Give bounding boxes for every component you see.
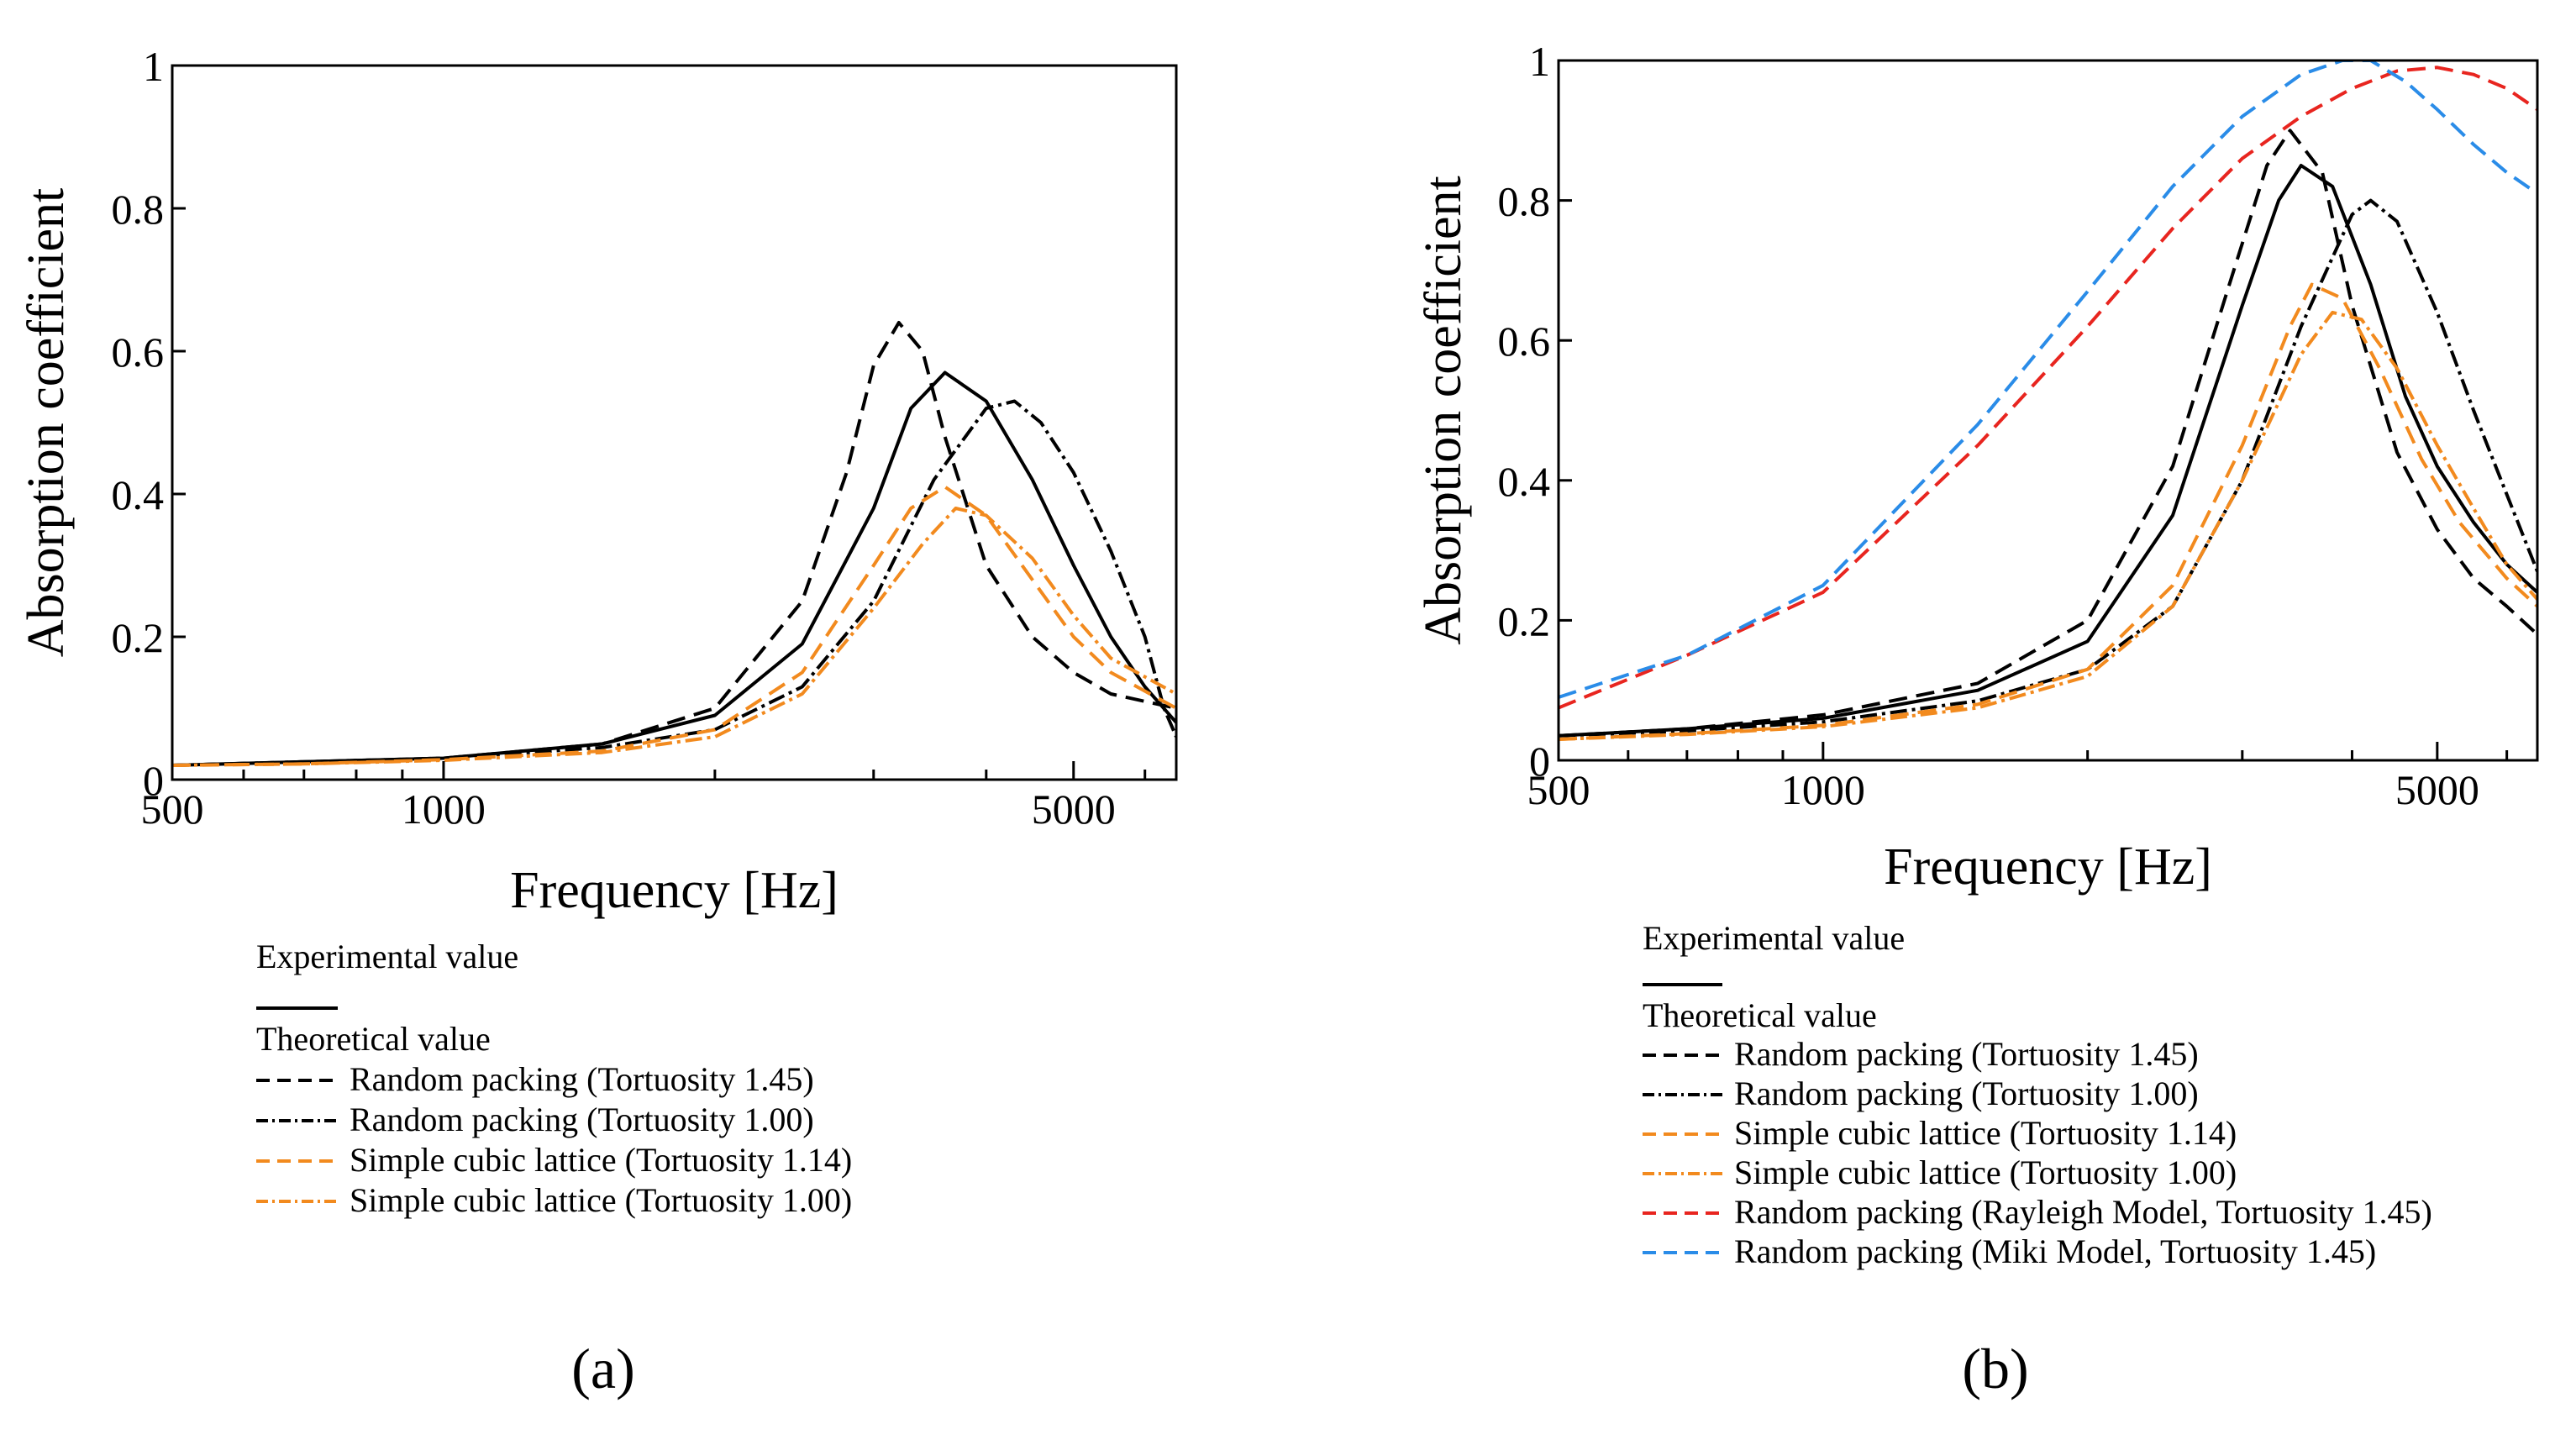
y-tick-label: 0 xyxy=(143,757,164,804)
plot-frame xyxy=(1557,59,2539,762)
y-tick-label: 0.4 xyxy=(1498,458,1551,505)
y-tick-label: 0.4 xyxy=(112,471,165,518)
series-line-2 xyxy=(172,399,1176,767)
x-tick-label: 500 xyxy=(1527,766,1590,813)
legend-entry-label: Random packing (Tortuosity 1.00) xyxy=(350,1101,814,1138)
series-line-6 xyxy=(1559,60,2537,699)
x-tick-label: 500 xyxy=(141,786,204,833)
series-line-4 xyxy=(172,507,1176,767)
x-tick-label: 1000 xyxy=(402,786,486,833)
y-tick-label: 0.6 xyxy=(1498,318,1551,365)
legend-entry-label: Simple cubic lattice (Tortuosity 1.00) xyxy=(1734,1153,2237,1191)
y-tick-label: 1 xyxy=(143,43,164,90)
legend-entry-label: Random packing (Rayleigh Model, Tortuosi… xyxy=(1734,1193,2432,1231)
legend-entry-label: Simple cubic lattice (Tortuosity 1.00) xyxy=(350,1181,852,1219)
y-axis-label: Absorption coefficient xyxy=(1415,176,1472,644)
x-tick-label: 5000 xyxy=(1032,786,1116,833)
y-tick-label: 0.8 xyxy=(112,186,165,233)
legend-group-title: Experimental value xyxy=(1643,919,1905,957)
panel-label: (a) xyxy=(571,1337,634,1400)
chart-panel-a: 500 1000 5000 0 0.2 0.4 0.6 0.8 1 Frequency [Hz] A… xyxy=(18,43,1178,1400)
plot-frame xyxy=(171,64,1178,781)
series-line-0 xyxy=(1559,164,2537,738)
series-line-3 xyxy=(1559,282,2537,741)
legend-group-title: Theoretical value xyxy=(1643,996,1877,1034)
legend-entry-label: Random packing (Tortuosity 1.45) xyxy=(1734,1035,2199,1073)
y-tick-label: 0.8 xyxy=(1498,178,1551,225)
series-line-1 xyxy=(1559,129,2537,738)
x-tick-label: 1000 xyxy=(1781,766,1865,813)
legend-group-title: Experimental value xyxy=(256,938,518,975)
x-axis-label: Frequency [Hz] xyxy=(1884,838,2212,896)
legend-entry-label: Random packing (Tortuosity 1.45) xyxy=(350,1060,814,1098)
series-line-3 xyxy=(172,485,1176,767)
y-tick-label: 0.2 xyxy=(112,614,165,661)
legend-entry-label: Simple cubic lattice (Tortuosity 1.14) xyxy=(1734,1114,2237,1152)
series-line-2 xyxy=(1559,198,2537,738)
series-line-4 xyxy=(1559,310,2537,741)
legend-entry-label: Simple cubic lattice (Tortuosity 1.14) xyxy=(350,1141,852,1179)
legend-entry-label: Random packing (Miki Model, Tortuosity 1… xyxy=(1734,1232,2376,1270)
x-axis-label: Frequency [Hz] xyxy=(510,862,839,919)
y-tick-label: 0.6 xyxy=(112,328,165,376)
chart-panel-b: 500 1000 5000 0 0.2 0.4 0.6 0.8 1 Frequency [Hz] A… xyxy=(1415,38,2539,1400)
y-tick-label: 1 xyxy=(1529,38,1550,85)
legend-group-title: Theoretical value xyxy=(256,1020,491,1058)
x-tick-label: 5000 xyxy=(2395,766,2479,813)
series-line-5 xyxy=(1559,66,2537,710)
legend-entry-label: Random packing (Tortuosity 1.00) xyxy=(1734,1075,2199,1112)
series-line-1 xyxy=(172,321,1176,767)
y-tick-label: 0.2 xyxy=(1498,597,1551,644)
panel-label: (b) xyxy=(1962,1337,2028,1400)
y-axis-label: Absorption coefficient xyxy=(18,188,75,657)
y-tick-label: 0 xyxy=(1529,738,1550,785)
